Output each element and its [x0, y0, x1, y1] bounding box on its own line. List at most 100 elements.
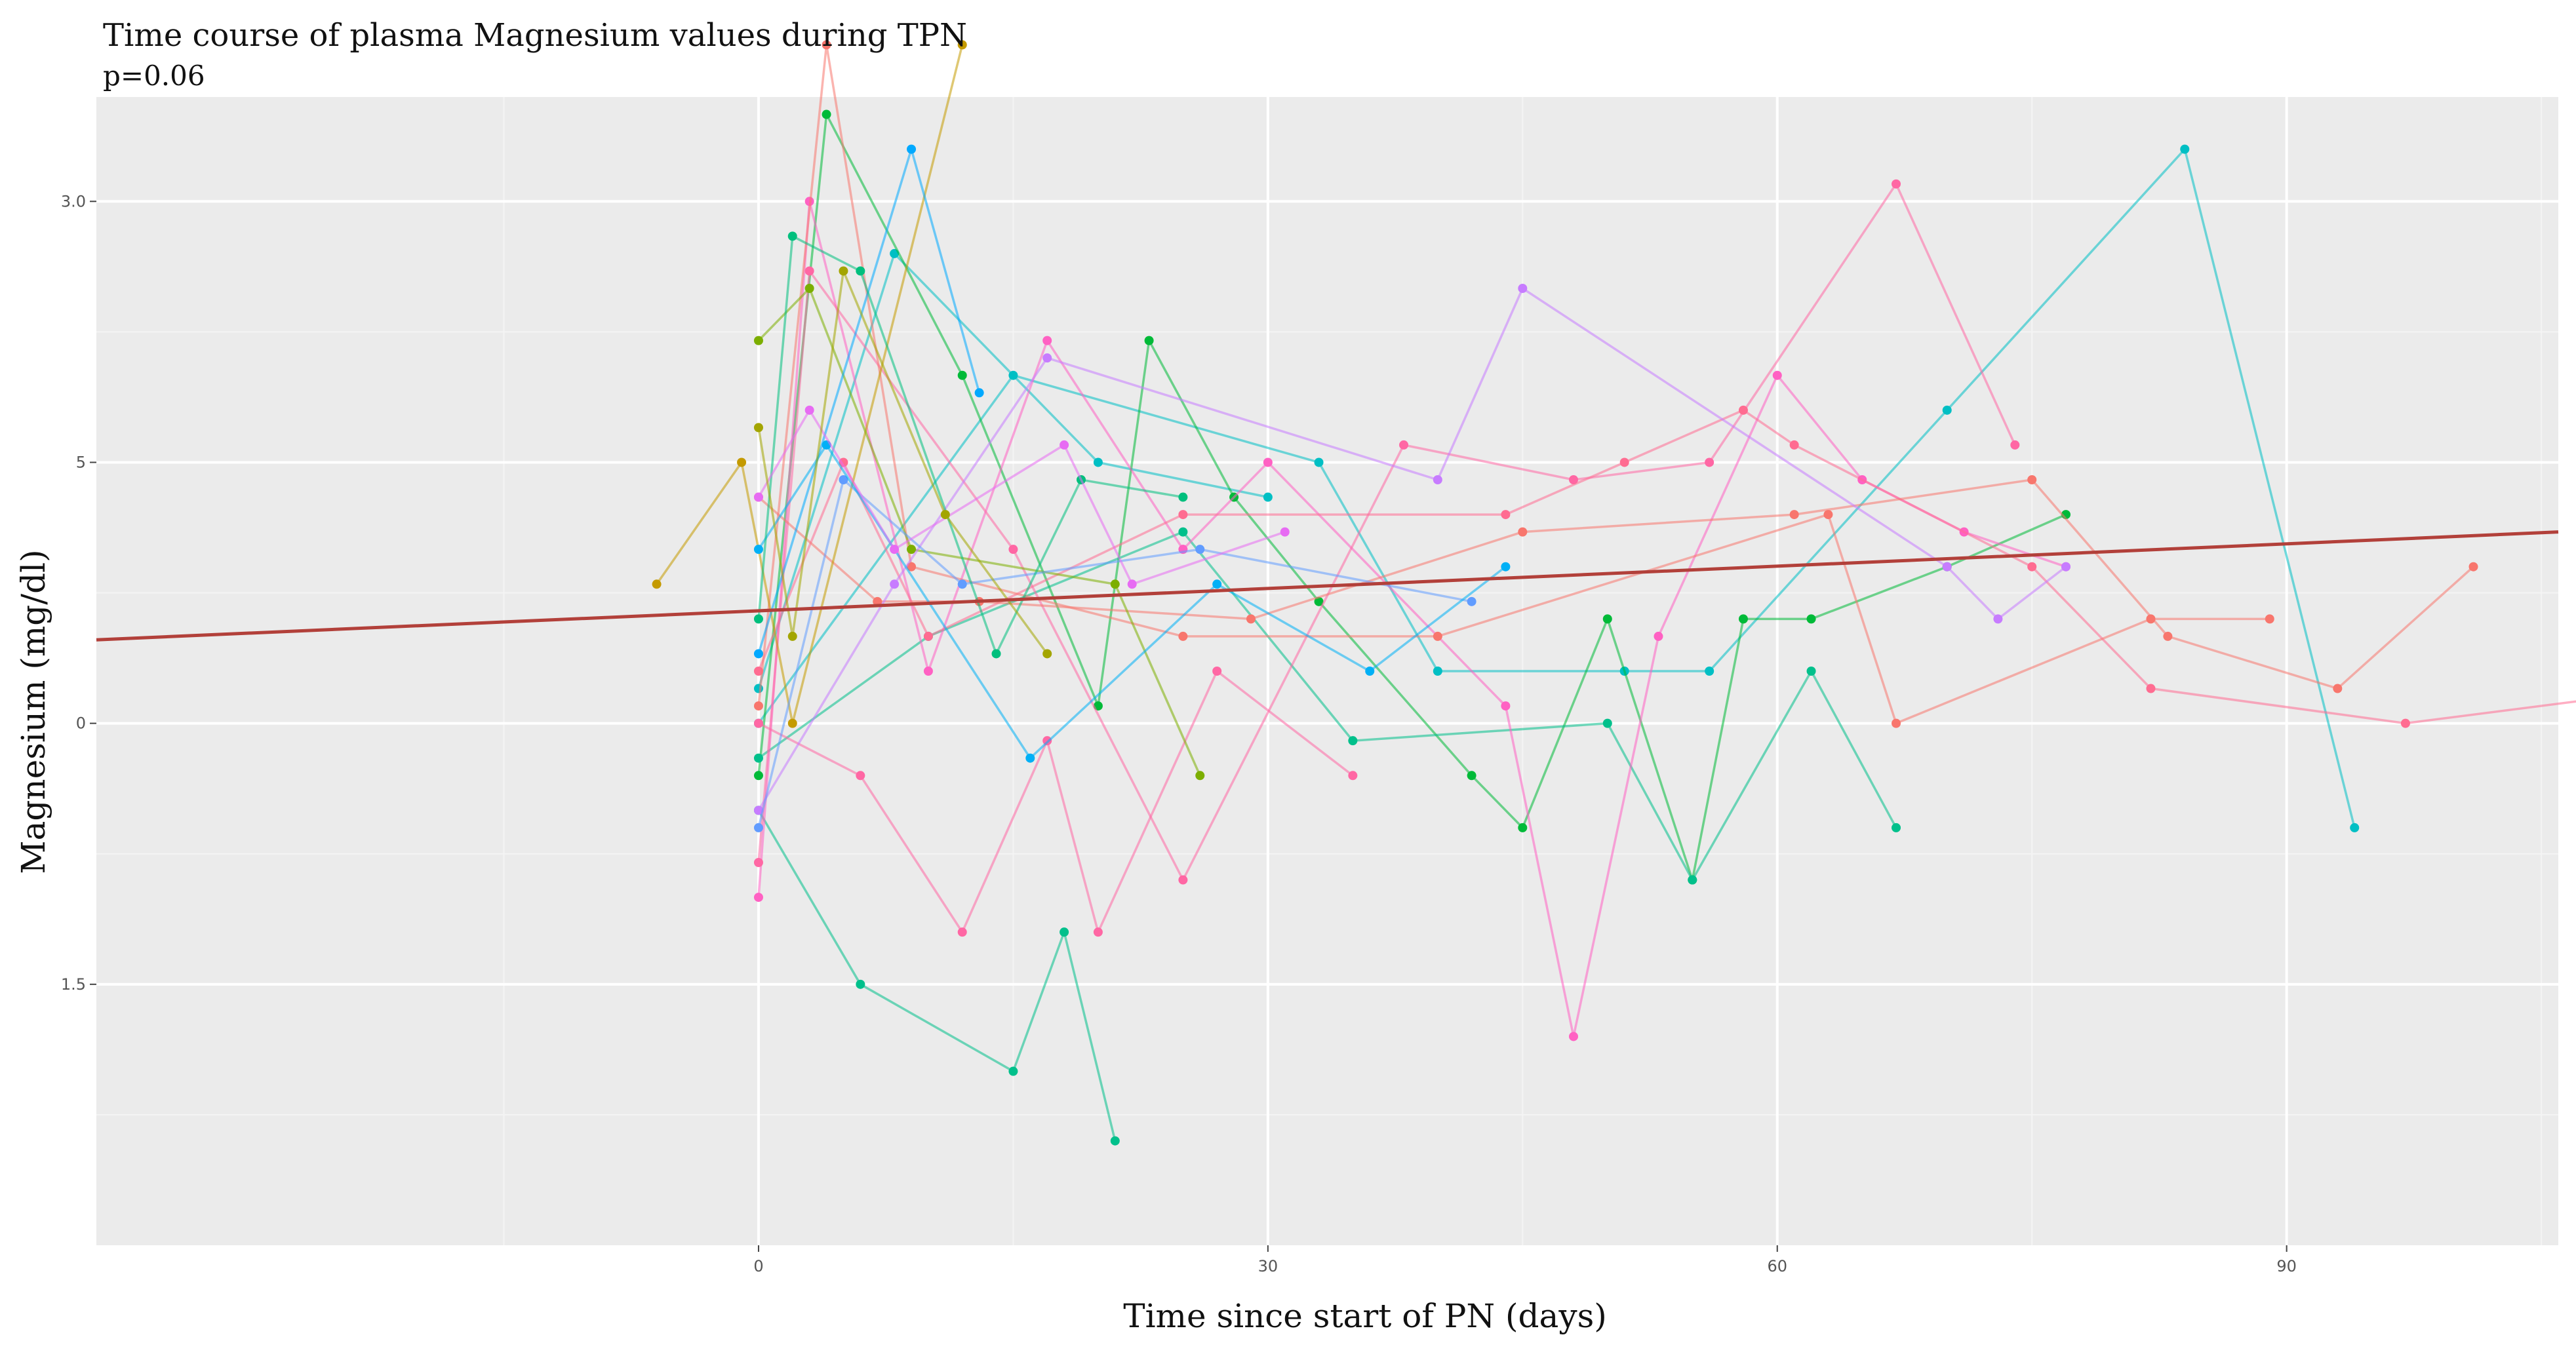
data-point — [1178, 492, 1188, 502]
data-point — [957, 370, 967, 380]
data-point — [753, 858, 763, 867]
data-point — [1314, 457, 1324, 467]
data-point — [1060, 440, 1069, 450]
chart-title: Time course of plasma Magnesium values d… — [103, 17, 967, 54]
data-point — [1789, 510, 1799, 520]
series-patient-14 — [753, 144, 984, 659]
data-point — [1246, 614, 1256, 624]
data-point — [1195, 771, 1205, 781]
data-point — [2333, 684, 2343, 693]
data-point — [1942, 405, 1952, 415]
series-patient-20 — [753, 266, 1052, 659]
data-point — [1602, 718, 1612, 728]
data-point — [1008, 1066, 1018, 1076]
data-point — [2027, 562, 2037, 572]
data-point — [873, 596, 882, 606]
data-point — [1789, 440, 1799, 450]
data-point — [1501, 562, 1511, 572]
data-point — [1110, 1136, 1120, 1146]
data-point — [839, 266, 848, 276]
data-point — [1806, 614, 1816, 624]
data-point — [1518, 527, 1528, 537]
data-point — [940, 510, 950, 520]
data-point — [2146, 684, 2156, 693]
series-line — [757, 408, 2576, 725]
data-point — [753, 805, 763, 815]
series-line — [757, 251, 1269, 689]
x-axis-title: Time since start of PN (days) — [1123, 1297, 1607, 1335]
series-line — [757, 234, 1183, 657]
data-point — [1280, 527, 1290, 537]
data-point — [1705, 457, 1714, 467]
data-point — [753, 771, 763, 781]
data-point — [1093, 927, 1103, 937]
series-patient-19 — [753, 405, 1290, 589]
y-tick-label: 1.5 — [61, 975, 86, 994]
data-point — [1569, 475, 1578, 484]
trend-line-layer — [96, 530, 2559, 642]
data-point — [1263, 457, 1273, 467]
x-tick-label: 0 — [753, 1257, 763, 1275]
data-point — [1212, 579, 1222, 589]
data-point — [1314, 596, 1324, 606]
tick-label-layer: 0 30 60 90 3.0 5 0 1.5 — [61, 192, 2297, 1275]
data-point — [1823, 510, 1833, 520]
series-patient-3 — [753, 109, 2071, 885]
data-point — [737, 457, 747, 467]
data-point — [2350, 823, 2360, 832]
series-line — [757, 408, 1286, 586]
data-point — [753, 336, 763, 345]
data-point — [1569, 1032, 1578, 1041]
series-patient-9 — [753, 405, 2576, 728]
data-point — [1501, 510, 1511, 520]
data-point — [1467, 771, 1476, 781]
y-tick-label: 5 — [76, 453, 86, 471]
data-point — [1263, 492, 1273, 502]
data-point — [2400, 718, 2410, 728]
data-point — [1025, 753, 1035, 763]
data-point — [804, 266, 814, 276]
data-point — [822, 40, 831, 50]
data-point — [787, 631, 797, 641]
series-patient-17 — [753, 440, 1511, 763]
data-point — [1467, 596, 1476, 606]
data-point — [753, 649, 763, 659]
data-point — [1738, 614, 1748, 624]
data-point — [907, 562, 917, 572]
data-point — [1688, 875, 1697, 885]
data-point — [753, 823, 763, 832]
chart-subtitle: p=0.06 — [103, 60, 205, 92]
data-point — [652, 579, 662, 589]
series-patient-5 — [753, 527, 1901, 885]
data-point — [1433, 631, 1442, 641]
x-tick-label: 60 — [1767, 1257, 1787, 1275]
data-point — [2027, 475, 2037, 484]
data-point — [1348, 771, 1358, 781]
data-point — [1602, 614, 1612, 624]
data-point — [1892, 718, 1901, 728]
series-patient-13 — [753, 284, 1205, 781]
data-point — [1433, 667, 1442, 676]
data-point — [787, 231, 797, 241]
data-point — [907, 545, 917, 554]
data-point — [1619, 457, 1629, 467]
data-point — [1178, 875, 1188, 885]
plot-background-layer — [96, 97, 2558, 1245]
data-point — [923, 631, 933, 641]
data-point — [1093, 457, 1103, 467]
series-patient-16 — [753, 475, 1476, 832]
data-point — [856, 979, 865, 989]
data-point — [1127, 579, 1137, 589]
data-point — [890, 545, 900, 554]
series-line — [757, 530, 1897, 883]
data-point — [753, 492, 763, 502]
data-point — [1501, 701, 1511, 711]
data-point — [1942, 562, 1952, 572]
data-point — [923, 667, 933, 676]
data-point — [1993, 614, 2003, 624]
data-point — [1806, 667, 1816, 676]
data-point — [753, 893, 763, 902]
data-point — [1178, 527, 1188, 537]
series-patient-10 — [753, 40, 2274, 728]
